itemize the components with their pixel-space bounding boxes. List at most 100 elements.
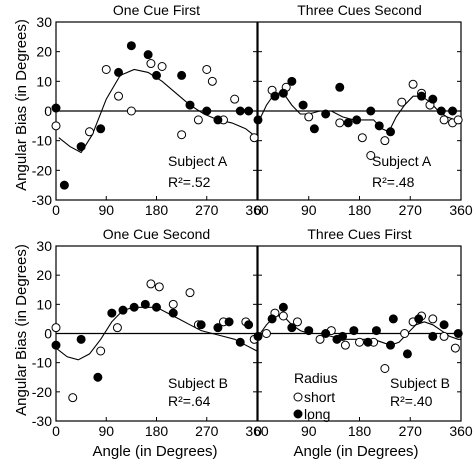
data-point-long <box>298 100 308 110</box>
legend-long-marker <box>293 409 303 419</box>
y-tick-label: -30 <box>32 413 52 429</box>
data-point-short <box>292 317 302 327</box>
data-point-long <box>140 299 150 309</box>
data-point-short <box>101 64 111 74</box>
y-tick-label: -20 <box>32 384 52 400</box>
y-tick-label: -20 <box>32 162 52 178</box>
data-point-long <box>93 372 103 382</box>
data-point-short <box>168 299 178 309</box>
data-point-short <box>355 337 364 347</box>
data-point-long <box>417 91 427 101</box>
data-point-short <box>230 94 240 104</box>
data-point-short <box>112 323 122 333</box>
data-point-short <box>154 282 164 292</box>
panel-three-cues-first: Three Cues First 0 90 180 270 360 Subject B R²=… <box>253 226 473 439</box>
data-point-short <box>157 62 167 71</box>
data-point-long <box>213 115 223 125</box>
data-point-short <box>450 343 460 353</box>
data-point-long <box>51 103 61 113</box>
data-point-short <box>408 79 418 89</box>
data-point-short <box>68 393 78 403</box>
legend-long-label: long <box>304 406 330 422</box>
x-tick-label: 180 <box>348 423 372 439</box>
data-point-short <box>249 133 259 143</box>
data-point-long <box>388 314 398 324</box>
data-point-short <box>304 112 314 122</box>
data-point-long <box>152 302 161 312</box>
x-tick-label: 180 <box>145 423 169 439</box>
data-point-long <box>177 70 187 80</box>
x-tick-label: 180 <box>348 202 372 218</box>
r-squared-label: R²=.48 <box>372 174 415 190</box>
data-point-long <box>196 320 206 330</box>
data-point-short <box>146 59 156 69</box>
data-point-long <box>309 124 319 134</box>
data-point-short <box>51 121 61 131</box>
data-point-short <box>335 118 345 128</box>
x-tick-label: 90 <box>98 202 114 218</box>
data-point-long <box>267 314 277 324</box>
x-tick-label: 0 <box>254 202 262 218</box>
data-point-long <box>168 308 178 318</box>
data-point-long <box>414 314 424 324</box>
data-point-short <box>185 288 195 298</box>
data-point-short <box>126 106 136 116</box>
panel-three-cues-second: Three Cues Second 0 90 180 270 360 Subject A R²… <box>253 2 473 218</box>
y-tick-label: 0 <box>44 326 52 342</box>
legend: Radius short long <box>293 370 338 422</box>
data-point-long <box>118 305 128 315</box>
data-point-long <box>439 320 449 330</box>
r-squared-label: R²=.52 <box>168 174 211 190</box>
panel-title: One Cue First <box>113 2 200 18</box>
x-tick-label: 270 <box>399 423 423 439</box>
data-point-long <box>224 317 234 327</box>
data-point-short <box>202 64 212 74</box>
data-point-long <box>304 326 314 336</box>
data-point-long <box>129 302 139 312</box>
data-point-long <box>371 326 381 336</box>
data-point-long <box>386 127 396 137</box>
r-squared-label: R²=.64 <box>168 393 211 409</box>
x-tick-label: 90 <box>98 423 114 439</box>
data-point-long <box>352 115 362 125</box>
data-point-long <box>114 67 124 77</box>
data-point-long <box>287 323 297 333</box>
data-point-long <box>374 121 384 131</box>
legend-short-label: short <box>304 389 335 405</box>
x-axis-label-left: Angle (in Degrees) <box>92 443 217 460</box>
subject-label: Subject B <box>168 375 228 391</box>
data-point-long <box>51 340 61 350</box>
data-point-long <box>244 106 254 116</box>
data-point-long <box>76 142 86 152</box>
r-squared-label: R²=.40 <box>390 393 433 409</box>
x-tick-label: 90 <box>301 202 317 218</box>
data-point-short <box>428 314 438 324</box>
data-point-short <box>366 151 376 160</box>
data-point-short <box>114 91 124 101</box>
y-tick-label: 20 <box>36 267 52 283</box>
data-point-long <box>349 326 359 336</box>
x-tick-label: 270 <box>195 423 219 439</box>
data-point-long <box>59 180 69 190</box>
data-point-long <box>453 329 463 338</box>
x-tick-label: 0 <box>52 423 60 439</box>
x-tick-label: 360 <box>449 423 473 439</box>
data-point-long <box>96 124 106 134</box>
data-point-short <box>96 346 106 356</box>
data-point-short <box>85 127 94 137</box>
x-tick-label: 0 <box>254 423 262 439</box>
data-point-long <box>270 91 280 101</box>
data-point-short <box>193 115 203 125</box>
y-axis-label-top: Angular Bias (in Degrees) <box>13 19 30 191</box>
panel-title: Three Cues First <box>307 226 411 242</box>
data-point-long <box>428 331 438 341</box>
subject-label: Subject A <box>168 153 228 169</box>
data-point-long <box>363 337 373 347</box>
data-point-long <box>235 106 245 116</box>
data-point-short <box>400 329 410 338</box>
y-axis-label-bottom: Angular Bias (in Degrees) <box>13 244 30 416</box>
subject-label: Subject A <box>372 153 432 169</box>
x-tick-label: 270 <box>195 202 219 218</box>
y-tick-label: 10 <box>36 296 52 312</box>
